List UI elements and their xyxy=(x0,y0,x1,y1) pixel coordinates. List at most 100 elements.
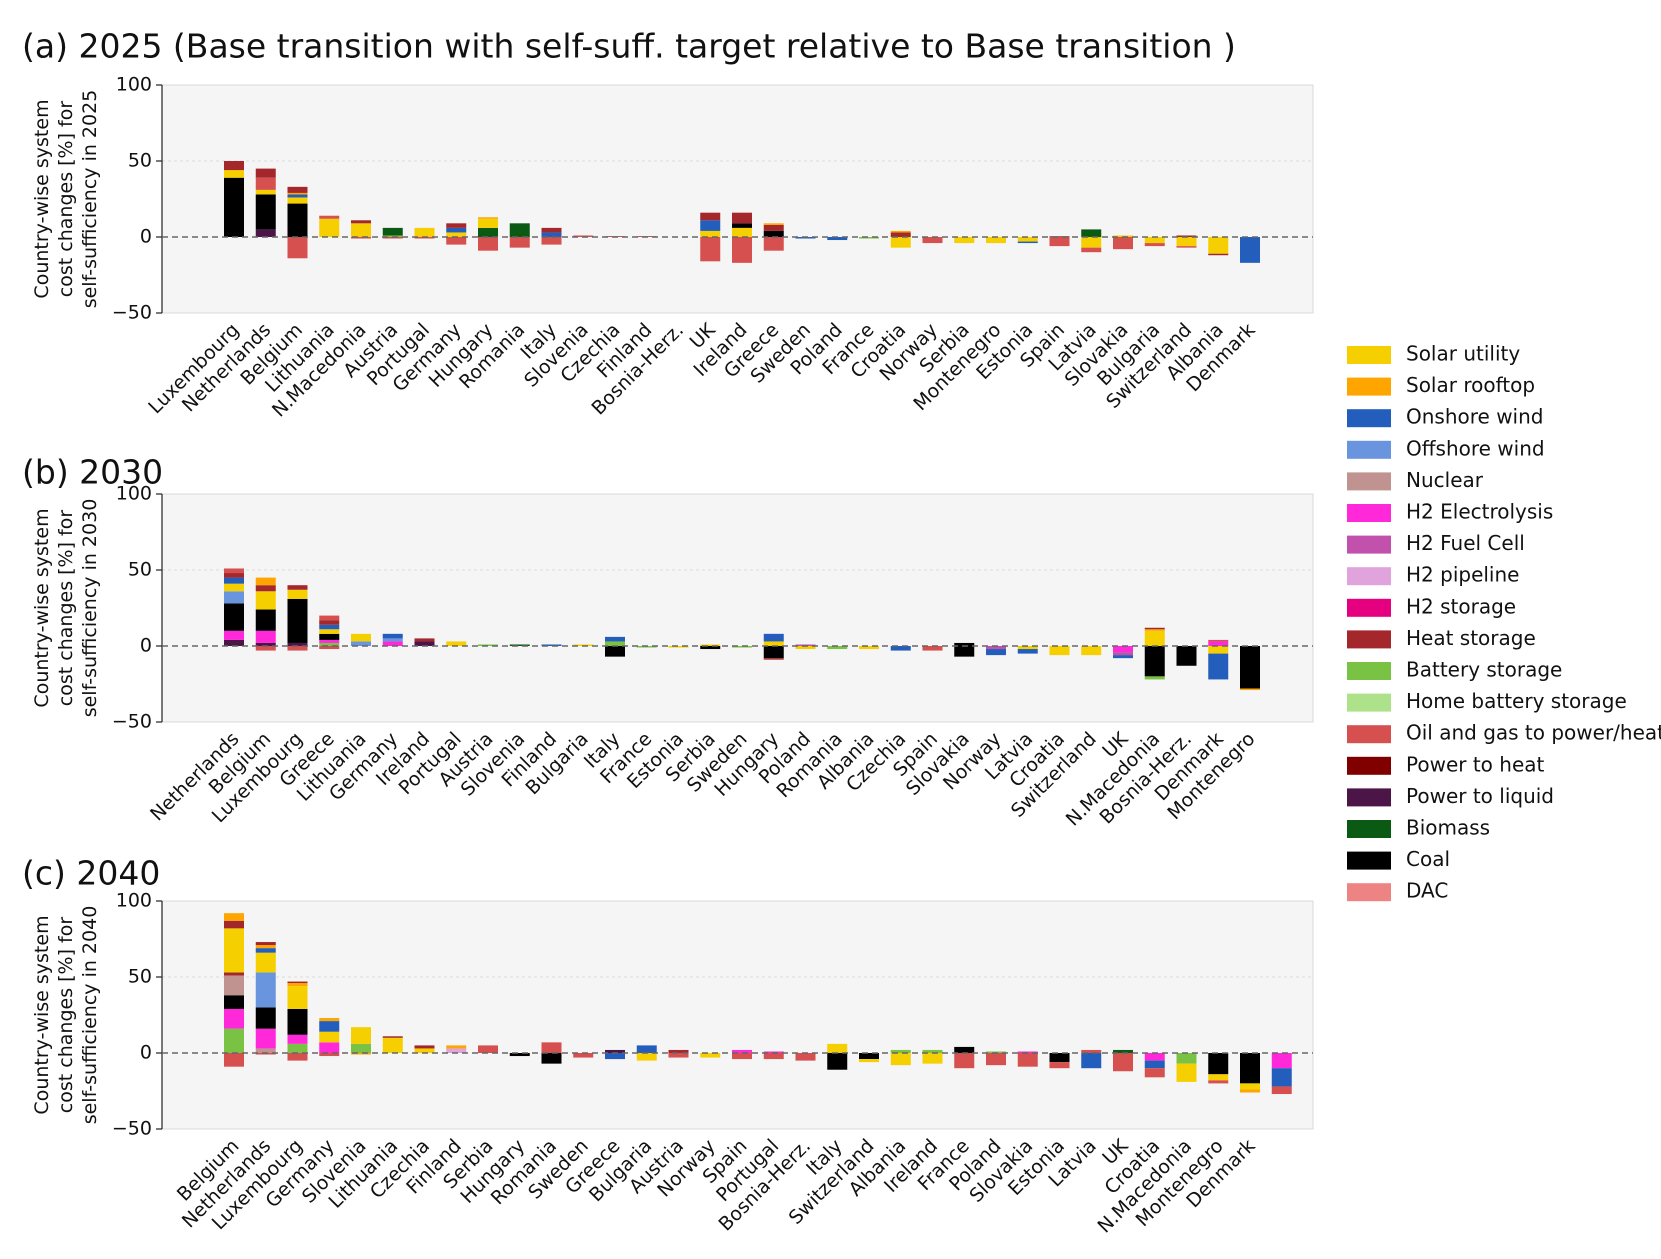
bar-segment xyxy=(224,568,244,574)
bar-segment xyxy=(351,633,371,642)
bar-segment xyxy=(1144,1068,1165,1078)
bar-segment xyxy=(732,1053,752,1060)
bar-segment xyxy=(1049,1053,1070,1063)
bar-segment xyxy=(1144,629,1165,631)
bar-segment xyxy=(763,633,784,642)
bar-segment xyxy=(255,1048,276,1053)
bar-segment xyxy=(605,636,625,642)
bar-segment xyxy=(382,1037,403,1053)
legend-label: Nuclear xyxy=(1406,468,1484,492)
bar-segment xyxy=(255,952,276,973)
bar-segment xyxy=(382,633,403,639)
legend-label: Power to heat xyxy=(1406,752,1544,776)
bar-segment xyxy=(319,615,340,621)
legend-swatch xyxy=(1347,409,1391,428)
bar-segment xyxy=(287,642,308,646)
bar-segment xyxy=(255,168,276,178)
bar-segment xyxy=(1017,1051,1038,1053)
y-axis-label: Country-wise system cost changes [%] for s… xyxy=(31,906,101,1125)
bar-segment xyxy=(795,237,816,239)
bar-segment xyxy=(446,1045,467,1049)
bar-segment xyxy=(763,1053,784,1060)
y-axis-label-line: self-sufficiency in 2030 xyxy=(79,499,101,718)
bar-segment xyxy=(446,223,467,228)
bar-segment xyxy=(700,1053,721,1058)
bar-segment xyxy=(446,232,467,237)
bar-segment xyxy=(1017,646,1038,650)
bar-segment xyxy=(1144,646,1165,677)
bar-segment xyxy=(224,630,244,640)
bar-segment xyxy=(255,585,276,592)
bar-segment xyxy=(224,583,244,592)
legend-label: Coal xyxy=(1406,847,1450,871)
bar-segment xyxy=(605,641,625,646)
legend-label: DAC xyxy=(1406,879,1448,903)
legend-swatch xyxy=(1347,725,1391,744)
bar-segment xyxy=(319,646,340,650)
bar-segment xyxy=(1081,247,1102,253)
bar-segment xyxy=(351,641,371,646)
bar-segment xyxy=(1144,676,1165,680)
bar-segment xyxy=(1081,237,1102,248)
y-tick-label: −50 xyxy=(112,1118,152,1140)
bar-segment xyxy=(224,170,244,178)
bar-segment xyxy=(763,223,784,225)
bar-segment xyxy=(636,646,657,648)
bar-segment xyxy=(541,1053,562,1064)
bar-segment xyxy=(573,644,594,646)
legend-label: Home battery storage xyxy=(1406,689,1627,713)
bar-segment xyxy=(255,1007,276,1029)
bar-segment xyxy=(1144,627,1165,630)
bar-segment xyxy=(255,177,276,190)
y-tick-label: 50 xyxy=(128,559,152,581)
bar-segment xyxy=(446,1048,467,1053)
y-tick-label: 50 xyxy=(128,966,152,988)
bar-segment xyxy=(446,227,467,233)
panel-3: (c) 2040 −50 0 50 100 Country-wise system cost… xyxy=(22,854,1314,1238)
legend-label: H2 pipeline xyxy=(1406,563,1519,587)
bar-segment xyxy=(668,1053,689,1058)
bar-segment xyxy=(1208,237,1229,254)
bar-segment xyxy=(700,237,721,262)
bar-segment xyxy=(890,232,911,237)
bar-segment xyxy=(1113,646,1133,653)
bar-segment xyxy=(827,1043,848,1053)
bar-segment xyxy=(382,638,403,642)
bar-segment xyxy=(224,603,244,631)
bar-segment xyxy=(605,646,625,657)
bar-segment xyxy=(859,646,879,650)
bar-segment xyxy=(541,1042,562,1053)
bar-segment xyxy=(255,942,276,946)
bar-segment xyxy=(668,646,689,648)
bar-segment xyxy=(224,1053,244,1067)
plot-area xyxy=(161,493,1314,723)
bar-segment xyxy=(890,237,911,248)
legend-swatch xyxy=(1347,346,1391,364)
bar-segment xyxy=(1240,1089,1260,1093)
bar-segment xyxy=(605,1049,625,1053)
legend: Solar utility Solar rooftop Onshore wind Of… xyxy=(1347,342,1661,903)
bar-segment xyxy=(382,237,403,239)
bar-segment xyxy=(1176,235,1197,237)
bar-segment xyxy=(986,646,1006,650)
legend-label: H2 storage xyxy=(1406,594,1516,618)
bar-segment xyxy=(287,194,308,198)
legend-label: Biomass xyxy=(1406,816,1490,840)
y-tick-label: −50 xyxy=(112,302,152,324)
bar-segment xyxy=(446,237,467,245)
legend-label: Solar utility xyxy=(1406,342,1520,366)
bar-segment xyxy=(1208,1074,1229,1081)
bar-segment xyxy=(732,223,752,228)
bar-segment xyxy=(1144,1053,1165,1061)
bar-segment xyxy=(224,161,244,171)
bar-segment xyxy=(732,1049,752,1053)
bar-segment xyxy=(509,1053,530,1057)
bar-segment xyxy=(509,237,530,248)
bar-segment xyxy=(1081,646,1102,656)
bar-segment xyxy=(319,620,340,625)
bar-segment xyxy=(446,641,467,646)
bar-segment xyxy=(1049,237,1070,247)
bar-segment xyxy=(287,983,308,987)
legend-swatch xyxy=(1347,440,1391,459)
